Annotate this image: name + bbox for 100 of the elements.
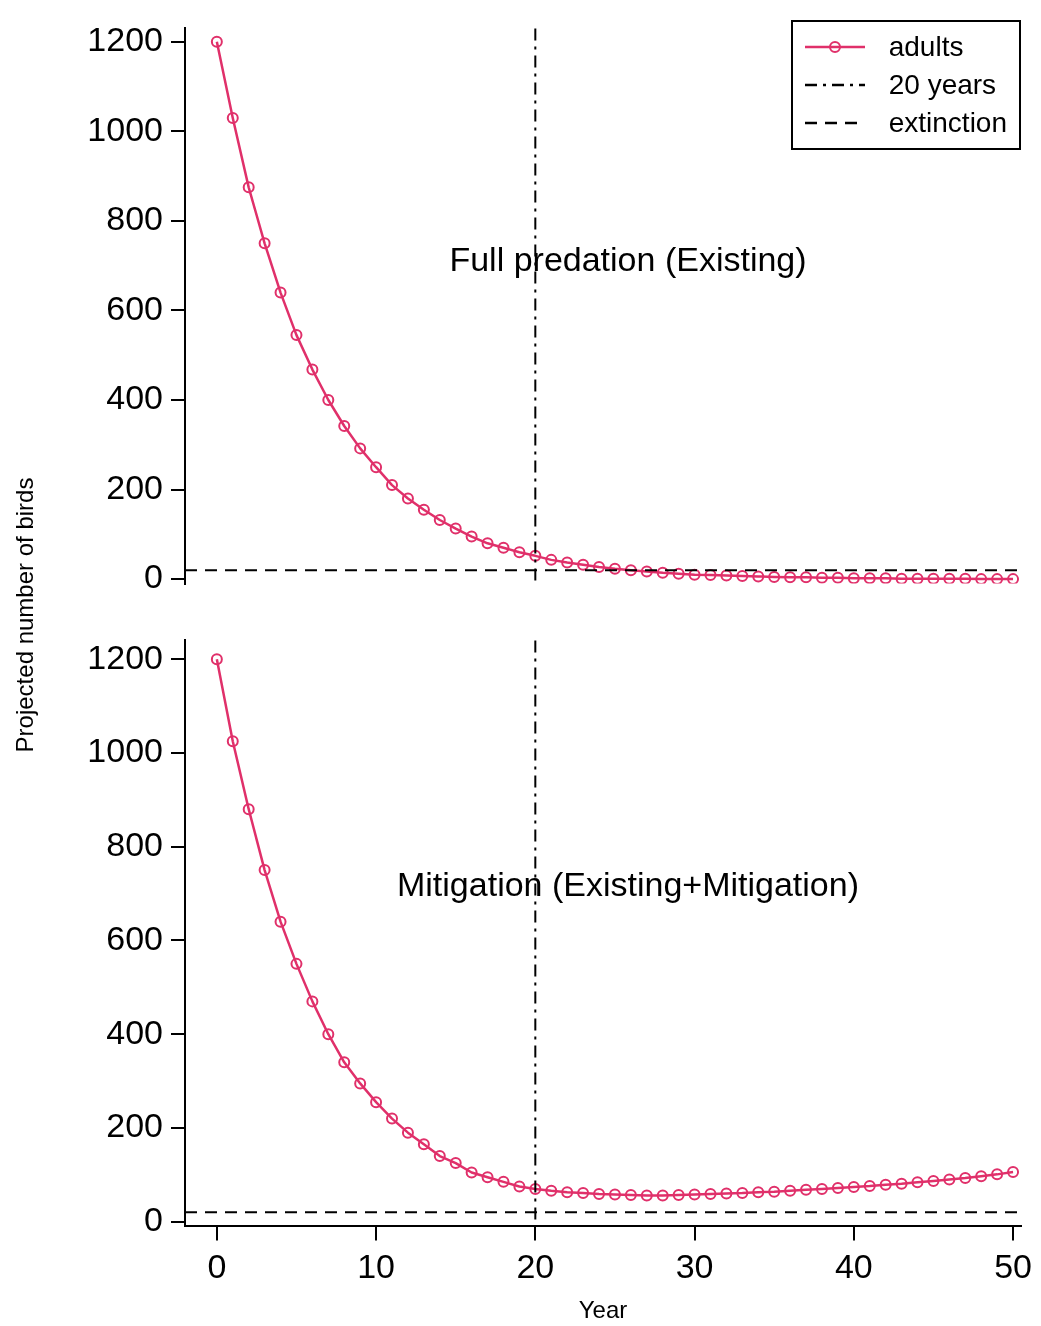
point bbox=[831, 571, 844, 584]
point bbox=[513, 546, 526, 559]
point bbox=[624, 1188, 637, 1201]
point bbox=[752, 1186, 765, 1199]
point bbox=[401, 1126, 414, 1139]
x-tick-label: 40 bbox=[834, 1247, 873, 1286]
x-tick-label: 50 bbox=[994, 1247, 1032, 1286]
annotation: Mitigation (Existing+Mitigation) bbox=[396, 864, 860, 903]
point bbox=[768, 1185, 781, 1198]
point bbox=[417, 503, 430, 516]
point bbox=[465, 530, 478, 543]
y-tick-label: 1200 bbox=[87, 20, 163, 59]
y-tick-label: 200 bbox=[106, 467, 163, 506]
y-tick-label: 0 bbox=[144, 1200, 163, 1239]
point bbox=[465, 1166, 478, 1179]
point bbox=[497, 1175, 510, 1188]
point bbox=[991, 1168, 1004, 1181]
point bbox=[226, 735, 239, 748]
point bbox=[290, 329, 303, 342]
y-tick-label: 400 bbox=[106, 1012, 163, 1051]
point bbox=[688, 568, 701, 581]
point bbox=[608, 562, 621, 575]
point bbox=[672, 1188, 685, 1201]
point bbox=[656, 1189, 669, 1202]
y-tick-label: 800 bbox=[106, 825, 163, 864]
point bbox=[370, 1096, 383, 1109]
point bbox=[720, 569, 733, 582]
x-tick-label: 20 bbox=[516, 1247, 555, 1286]
point bbox=[545, 553, 558, 566]
point bbox=[815, 571, 828, 584]
point bbox=[736, 1187, 749, 1200]
point bbox=[975, 1170, 988, 1183]
point bbox=[624, 564, 637, 577]
point bbox=[927, 572, 940, 584]
y-tick-label: 600 bbox=[106, 918, 163, 957]
x-tick-label: 0 bbox=[207, 1247, 227, 1286]
point bbox=[242, 181, 255, 194]
point bbox=[911, 572, 924, 584]
point bbox=[513, 1180, 526, 1193]
point bbox=[895, 1177, 908, 1190]
point bbox=[354, 442, 367, 455]
point bbox=[927, 1174, 940, 1187]
point bbox=[831, 1181, 844, 1194]
y-tick-label: 1000 bbox=[87, 109, 163, 148]
point bbox=[863, 1180, 876, 1193]
point bbox=[895, 572, 908, 584]
point bbox=[672, 567, 685, 580]
point bbox=[975, 573, 988, 584]
point bbox=[688, 1188, 701, 1201]
point bbox=[863, 572, 876, 584]
point bbox=[656, 566, 669, 579]
point bbox=[417, 1138, 430, 1151]
point bbox=[1007, 1166, 1020, 1179]
y-tick-label: 800 bbox=[106, 199, 163, 238]
point bbox=[210, 653, 223, 666]
point bbox=[768, 570, 781, 583]
y-axis-title: Projected number of birds bbox=[11, 477, 39, 753]
point bbox=[449, 522, 462, 535]
point bbox=[1007, 573, 1020, 584]
point bbox=[529, 549, 542, 562]
point bbox=[959, 1172, 972, 1185]
point bbox=[306, 995, 319, 1008]
point bbox=[847, 1181, 860, 1194]
point bbox=[210, 35, 223, 48]
y-tick-label: 0 bbox=[144, 557, 163, 596]
point bbox=[879, 1178, 892, 1191]
point bbox=[322, 394, 335, 407]
point bbox=[386, 1112, 399, 1125]
point bbox=[593, 561, 606, 574]
point bbox=[481, 1171, 494, 1184]
point bbox=[258, 864, 271, 877]
point bbox=[800, 1183, 813, 1196]
x-tick-label: 10 bbox=[357, 1247, 395, 1286]
point bbox=[481, 537, 494, 550]
point bbox=[752, 570, 765, 583]
legend-label: extinction bbox=[888, 107, 1007, 139]
point bbox=[593, 1188, 606, 1201]
annotation: Full predation (Existing) bbox=[449, 239, 807, 278]
point bbox=[386, 479, 399, 492]
point bbox=[274, 915, 287, 928]
point bbox=[640, 565, 653, 578]
point bbox=[370, 461, 383, 474]
point bbox=[322, 1028, 335, 1041]
point bbox=[258, 237, 271, 250]
point bbox=[704, 1188, 717, 1201]
point bbox=[338, 1056, 351, 1069]
point bbox=[784, 1184, 797, 1197]
y-tick-label: 1200 bbox=[87, 637, 163, 676]
point bbox=[226, 111, 239, 124]
ref-line-label: 20 years bbox=[888, 69, 997, 101]
point bbox=[959, 572, 972, 584]
point bbox=[433, 514, 446, 527]
y-tick-label: 200 bbox=[106, 1106, 163, 1145]
point bbox=[640, 1189, 653, 1202]
point bbox=[401, 492, 414, 505]
point bbox=[815, 1182, 828, 1195]
point bbox=[561, 556, 574, 569]
point bbox=[242, 803, 255, 816]
point bbox=[847, 572, 860, 584]
x-axis-title: Year bbox=[578, 1296, 628, 1324]
